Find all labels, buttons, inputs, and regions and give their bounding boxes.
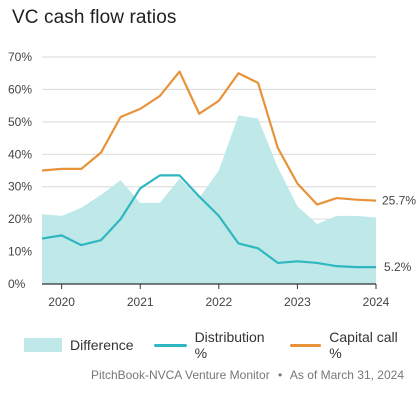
footer-date: As of March 31, 2024 <box>289 368 404 382</box>
x-tick-label: 2021 <box>127 295 154 309</box>
x-tick-label: 2023 <box>284 295 311 309</box>
capital-call-line <box>41 70 377 206</box>
distribution-end-label: 5.2% <box>384 260 412 274</box>
difference-area <box>42 115 376 285</box>
end-labels-layer: 25.7% 5.2% <box>382 194 416 274</box>
legend-label-distribution: Distribution % <box>194 329 265 361</box>
difference-area-layer <box>42 115 376 285</box>
y-tick-label: 10% <box>8 245 32 259</box>
series-lines-layer <box>41 70 377 269</box>
y-tick-label: 70% <box>8 50 32 64</box>
legend-label-capital-call: Capital call % <box>329 329 398 361</box>
distribution-line <box>41 174 376 269</box>
y-tick-label: 50% <box>8 115 32 129</box>
y-tick-label: 20% <box>8 212 32 226</box>
y-tick-label: 40% <box>8 147 32 161</box>
capital-call-end-label: 25.7% <box>382 194 416 208</box>
footer-source: PitchBook-NVCA Venture Monitor <box>90 368 270 382</box>
x-tick-label: 2020 <box>48 295 75 309</box>
legend-item-capital-call: Capital call % <box>289 329 400 361</box>
axes-layer: 0% 10% 20% 30% 40% 50% 60% 70% 2020 2021 2022 2023 2… <box>8 50 390 309</box>
x-tick-label: 2022 <box>205 295 232 309</box>
difference-swatch <box>24 338 62 352</box>
distribution-swatch <box>153 343 187 347</box>
legend-item-distribution: Distribution % <box>153 329 270 361</box>
chart-title: VC cash flow ratios <box>12 7 177 28</box>
source-footer: PitchBook-NVCA Venture Monitor • As of M… <box>91 368 404 382</box>
footer-separator: • <box>278 368 283 382</box>
x-tick-label: 2024 <box>363 295 390 309</box>
chart-legend: Difference Distribution % Capital call % <box>24 329 420 361</box>
chart-plot: 0% 10% 20% 30% 40% 50% 60% 70% 2020 2021 2022 2023 2… <box>8 50 416 309</box>
legend-item-difference: Difference <box>24 337 134 353</box>
legend-label-difference: Difference <box>70 337 134 353</box>
y-tick-label: 30% <box>8 180 32 194</box>
capital-call-swatch <box>289 343 322 347</box>
y-tick-label: 0% <box>8 277 26 291</box>
y-tick-label: 60% <box>8 82 32 96</box>
